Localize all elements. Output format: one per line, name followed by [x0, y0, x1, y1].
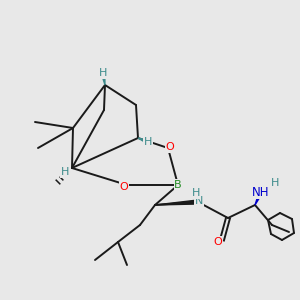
Text: O: O: [214, 237, 222, 247]
Text: H: H: [99, 68, 107, 78]
Text: H: H: [271, 178, 279, 188]
Text: H: H: [144, 137, 152, 147]
Text: O: O: [120, 182, 128, 192]
Polygon shape: [255, 191, 262, 205]
Text: N: N: [195, 196, 203, 206]
Polygon shape: [138, 138, 148, 144]
Polygon shape: [101, 73, 105, 85]
Text: H: H: [61, 167, 69, 177]
Text: B: B: [174, 180, 182, 190]
Text: NH: NH: [252, 185, 270, 199]
Text: O: O: [166, 142, 174, 152]
Polygon shape: [155, 200, 198, 205]
Text: H: H: [192, 188, 200, 198]
